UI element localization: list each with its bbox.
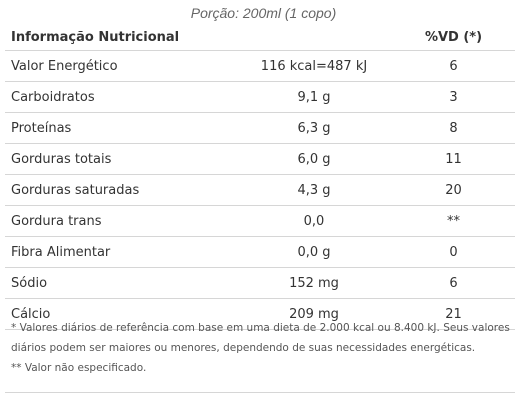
header-daily-value: %VD (*) — [392, 24, 515, 51]
nutrient-name: Valor Energético — [5, 50, 236, 82]
table-row: Gorduras saturadas 4,3 g 20 — [5, 174, 515, 206]
table-row: Proteínas 6,3 g 8 — [5, 112, 515, 144]
header-nutrition-info: Informação Nutricional — [5, 24, 236, 51]
nutrient-quantity: 6,3 g — [236, 112, 392, 144]
nutrient-name: Proteínas — [5, 112, 236, 144]
nutrient-quantity: 0,0 — [236, 205, 392, 237]
header-quantity — [236, 24, 392, 51]
nutrient-daily-value: ** — [392, 205, 515, 237]
table-header-row: Informação Nutricional %VD (*) — [5, 24, 515, 51]
table-row: Sódio 152 mg 6 — [5, 267, 515, 299]
nutrition-facts-table: Informação Nutricional %VD (*) Valor Ene… — [5, 24, 515, 330]
nutrient-name: Gordura trans — [5, 205, 236, 237]
portion-size: Porção: 200ml (1 copo) — [190, 5, 337, 21]
nutrient-quantity: 6,0 g — [236, 143, 392, 175]
nutrient-daily-value: 6 — [392, 267, 515, 299]
table-row: Gorduras totais 6,0 g 11 — [5, 143, 515, 175]
table-row: Cálcio 209 mg 21 — [5, 298, 515, 330]
footnotes: * Valores diários de referência com base… — [11, 318, 511, 378]
bottom-divider — [5, 392, 515, 393]
table-row: Carboidratos 9,1 g 3 — [5, 81, 515, 113]
nutrient-name: Sódio — [5, 267, 236, 299]
nutrient-name: Carboidratos — [5, 81, 236, 113]
nutrient-name: Gorduras saturadas — [5, 174, 236, 206]
footnote-daily-values: * Valores diários de referência com base… — [11, 322, 510, 354]
nutrient-quantity: 116 kcal=487 kJ — [236, 50, 392, 82]
table-row: Fibra Alimentar 0,0 g 0 — [5, 236, 515, 268]
nutrient-quantity: 152 mg — [236, 267, 392, 299]
nutrient-daily-value: 6 — [392, 50, 515, 82]
nutrient-quantity: 4,3 g — [236, 174, 392, 206]
nutrient-daily-value: 0 — [392, 236, 515, 268]
nutrient-daily-value: 21 — [392, 298, 515, 330]
table-row: Valor Energético 116 kcal=487 kJ 6 — [5, 50, 515, 82]
nutrient-name: Cálcio — [5, 298, 236, 330]
table-row: Gordura trans 0,0 ** — [5, 205, 515, 237]
nutrient-daily-value: 3 — [392, 81, 515, 113]
nutrient-name: Gorduras totais — [5, 143, 236, 175]
footnote-not-specified: ** Valor não especificado. — [11, 362, 147, 374]
nutrient-quantity: 209 mg — [236, 298, 392, 330]
nutrient-quantity: 0,0 g — [236, 236, 392, 268]
nutrient-name: Fibra Alimentar — [5, 236, 236, 268]
nutrient-daily-value: 20 — [392, 174, 515, 206]
nutrient-quantity: 9,1 g — [236, 81, 392, 113]
nutrient-daily-value: 11 — [392, 143, 515, 175]
nutrient-daily-value: 8 — [392, 112, 515, 144]
